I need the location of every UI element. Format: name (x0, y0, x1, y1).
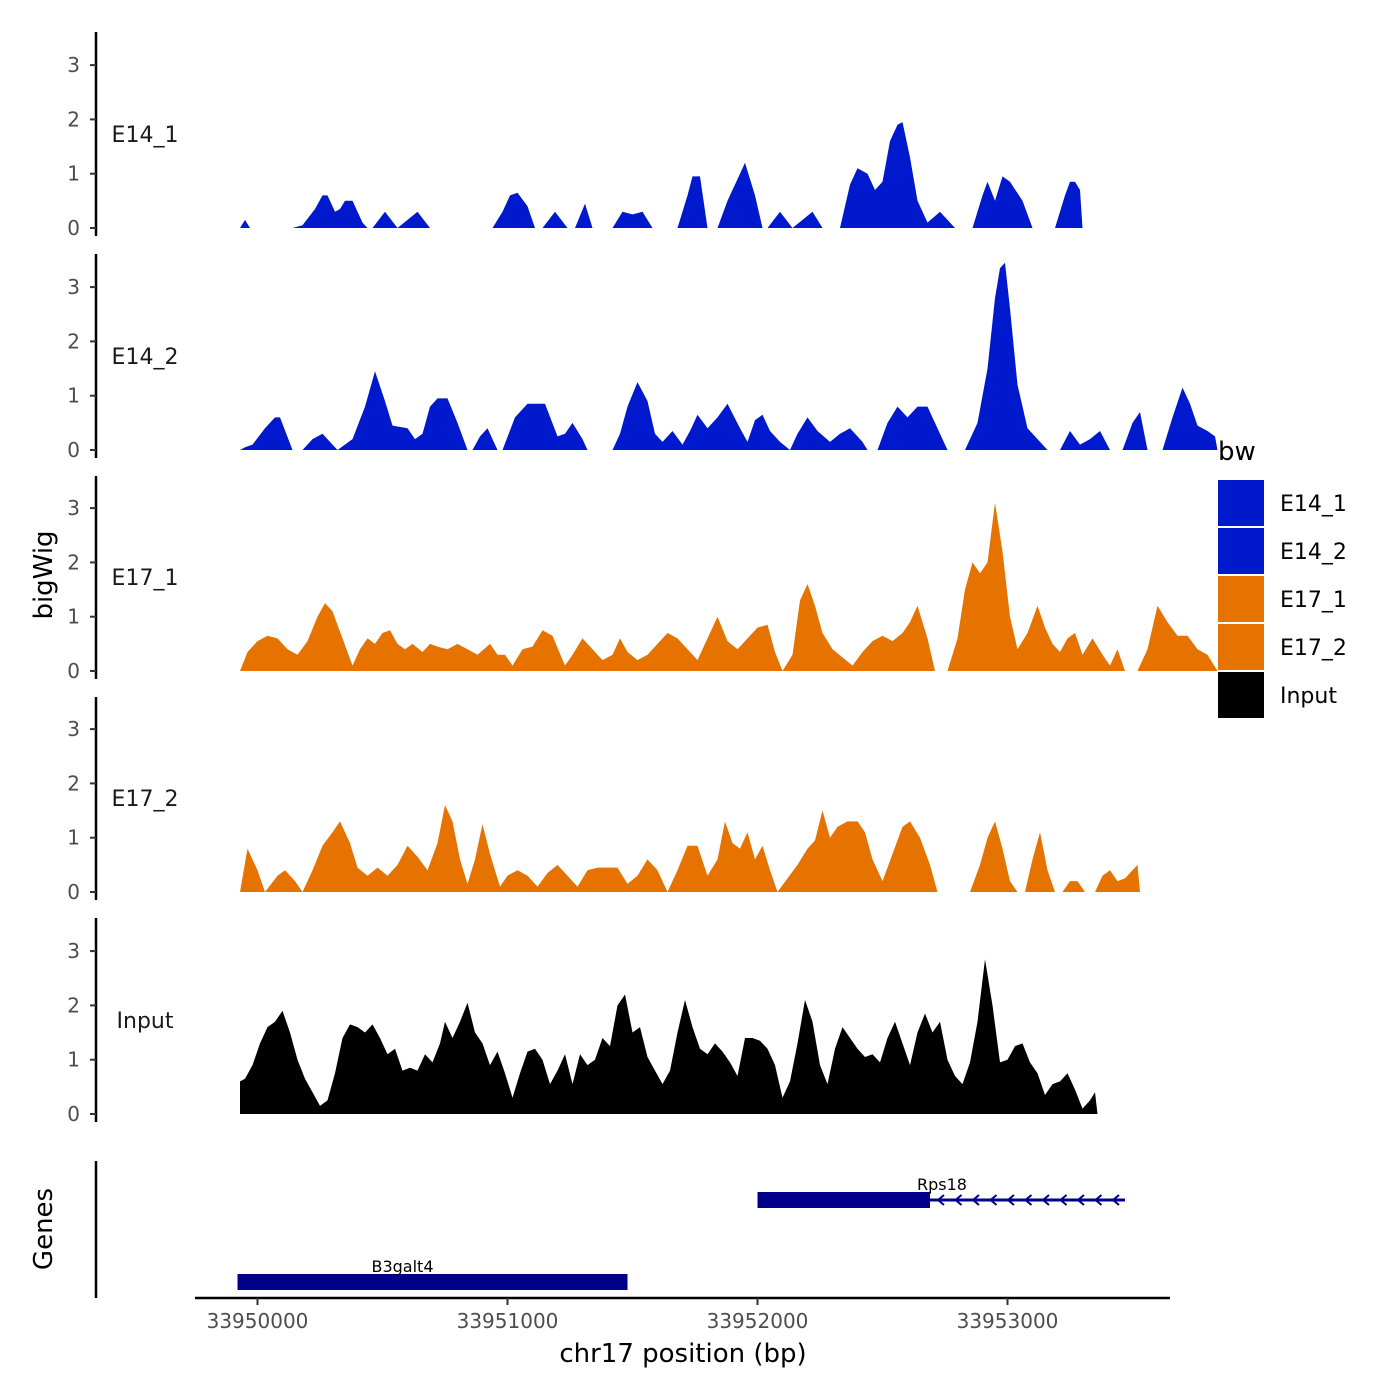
legend-title: bw (1218, 437, 1256, 467)
legend-swatch (1218, 480, 1264, 526)
strand-arrow (1058, 1194, 1068, 1206)
legend-item: E14_1 (1218, 480, 1347, 526)
strand-arrow (1006, 1194, 1015, 1206)
strand-arrow (1041, 1194, 1050, 1206)
track-label: E17_2 (112, 787, 179, 812)
y-tick-label: 2 (67, 993, 80, 1017)
strand-arrow (936, 1194, 945, 1206)
legend-item: E14_2 (1218, 528, 1347, 574)
track-label: E17_1 (112, 566, 179, 591)
signal-tracks: 0 1 2 3 E14_1 0 1 2 3 E14_2 0 1 2 3 E17_1 0 1 2 3 E17_2 0 1 2 3… (67, 32, 1218, 1126)
track-e14-1: 0 1 2 3 E14_1 (67, 32, 1083, 240)
x-axis: chr17 position (bp) 33950000 33951000 3395… (195, 1296, 1170, 1369)
genes-axis-title: Genes (29, 1188, 59, 1270)
gene-exon (757, 1192, 930, 1208)
y-tick-label: 0 (67, 659, 80, 683)
y-tick-label: 1 (67, 1048, 80, 1072)
legend-label: E17_1 (1280, 588, 1347, 613)
y-tick-label: 3 (67, 939, 80, 963)
gene-rps18: Rps18 (757, 1175, 1125, 1208)
gene-b3galt4: B3galt4 (237, 1257, 628, 1290)
track-input: 0 1 2 3 Input (67, 918, 1098, 1126)
y-tick-label: 1 (67, 605, 80, 629)
legend-swatch (1218, 624, 1264, 670)
x-tick-label: 33952000 (707, 1309, 809, 1333)
strand-arrow (988, 1194, 998, 1206)
y-tick-label: 0 (67, 880, 80, 904)
y-tick-label: 1 (67, 384, 80, 408)
signal-area (240, 262, 1218, 450)
track-e17-2: 0 1 2 3 E17_2 (67, 697, 1140, 904)
y-tick-label: 0 (67, 1102, 80, 1126)
y-tick-label: 2 (67, 550, 80, 574)
gene-label: B3galt4 (371, 1257, 433, 1276)
strand-arrow (1076, 1194, 1085, 1206)
x-tick-label: 33951000 (457, 1309, 559, 1333)
x-axis-title: chr17 position (bp) (559, 1339, 806, 1369)
y-tick-label: 3 (67, 275, 80, 299)
gene-track: Genes Rps18 B3galt4 (29, 1161, 1125, 1298)
legend-label: E14_2 (1280, 540, 1347, 565)
y-tick-label: 0 (67, 216, 80, 240)
signal-area (240, 959, 1098, 1114)
track-label: E14_1 (112, 123, 179, 148)
legend-label: E14_1 (1280, 492, 1347, 517)
y-tick-label: 1 (67, 826, 80, 850)
track-label: E14_2 (112, 345, 179, 370)
signal-area (240, 122, 1083, 228)
strand-arrow (971, 1194, 980, 1206)
legend-item: Input (1218, 672, 1337, 718)
x-tick-label: 33953000 (957, 1309, 1059, 1333)
strand-arrow (1111, 1194, 1120, 1206)
legend-swatch (1218, 528, 1264, 574)
legend-swatch (1218, 672, 1264, 718)
y-tick-label: 0 (67, 438, 80, 462)
x-tick-label: 33950000 (207, 1309, 309, 1333)
legend-item: E17_1 (1218, 576, 1347, 622)
signal-area (240, 805, 1140, 892)
track-e14-2: 0 1 2 3 E14_2 (67, 254, 1218, 462)
signal-area (240, 502, 1218, 671)
track-e17-1: 0 1 2 3 E17_1 (67, 476, 1218, 683)
strand-arrow (1023, 1194, 1033, 1206)
legend-label: E17_2 (1280, 636, 1347, 661)
y-tick-label: 3 (67, 53, 80, 77)
y-tick-label: 3 (67, 717, 80, 741)
track-label: Input (117, 1009, 174, 1034)
gene-exon (237, 1274, 628, 1290)
y-tick-label: 2 (67, 329, 80, 353)
strand-arrow (953, 1194, 963, 1206)
legend-item: E17_2 (1218, 624, 1347, 670)
legend-swatch (1218, 576, 1264, 622)
y-tick-label: 2 (67, 107, 80, 131)
y-tick-label: 1 (67, 162, 80, 186)
legend-label: Input (1280, 684, 1337, 709)
y-tick-label: 2 (67, 771, 80, 795)
strand-arrow (1093, 1194, 1103, 1206)
y-tick-label: 3 (67, 496, 80, 520)
legend: bw E14_1 E14_2 E17_1 E17_2 Input (1218, 437, 1347, 718)
gene-label: Rps18 (917, 1175, 967, 1194)
y-axis-title: bigWig (29, 530, 59, 619)
